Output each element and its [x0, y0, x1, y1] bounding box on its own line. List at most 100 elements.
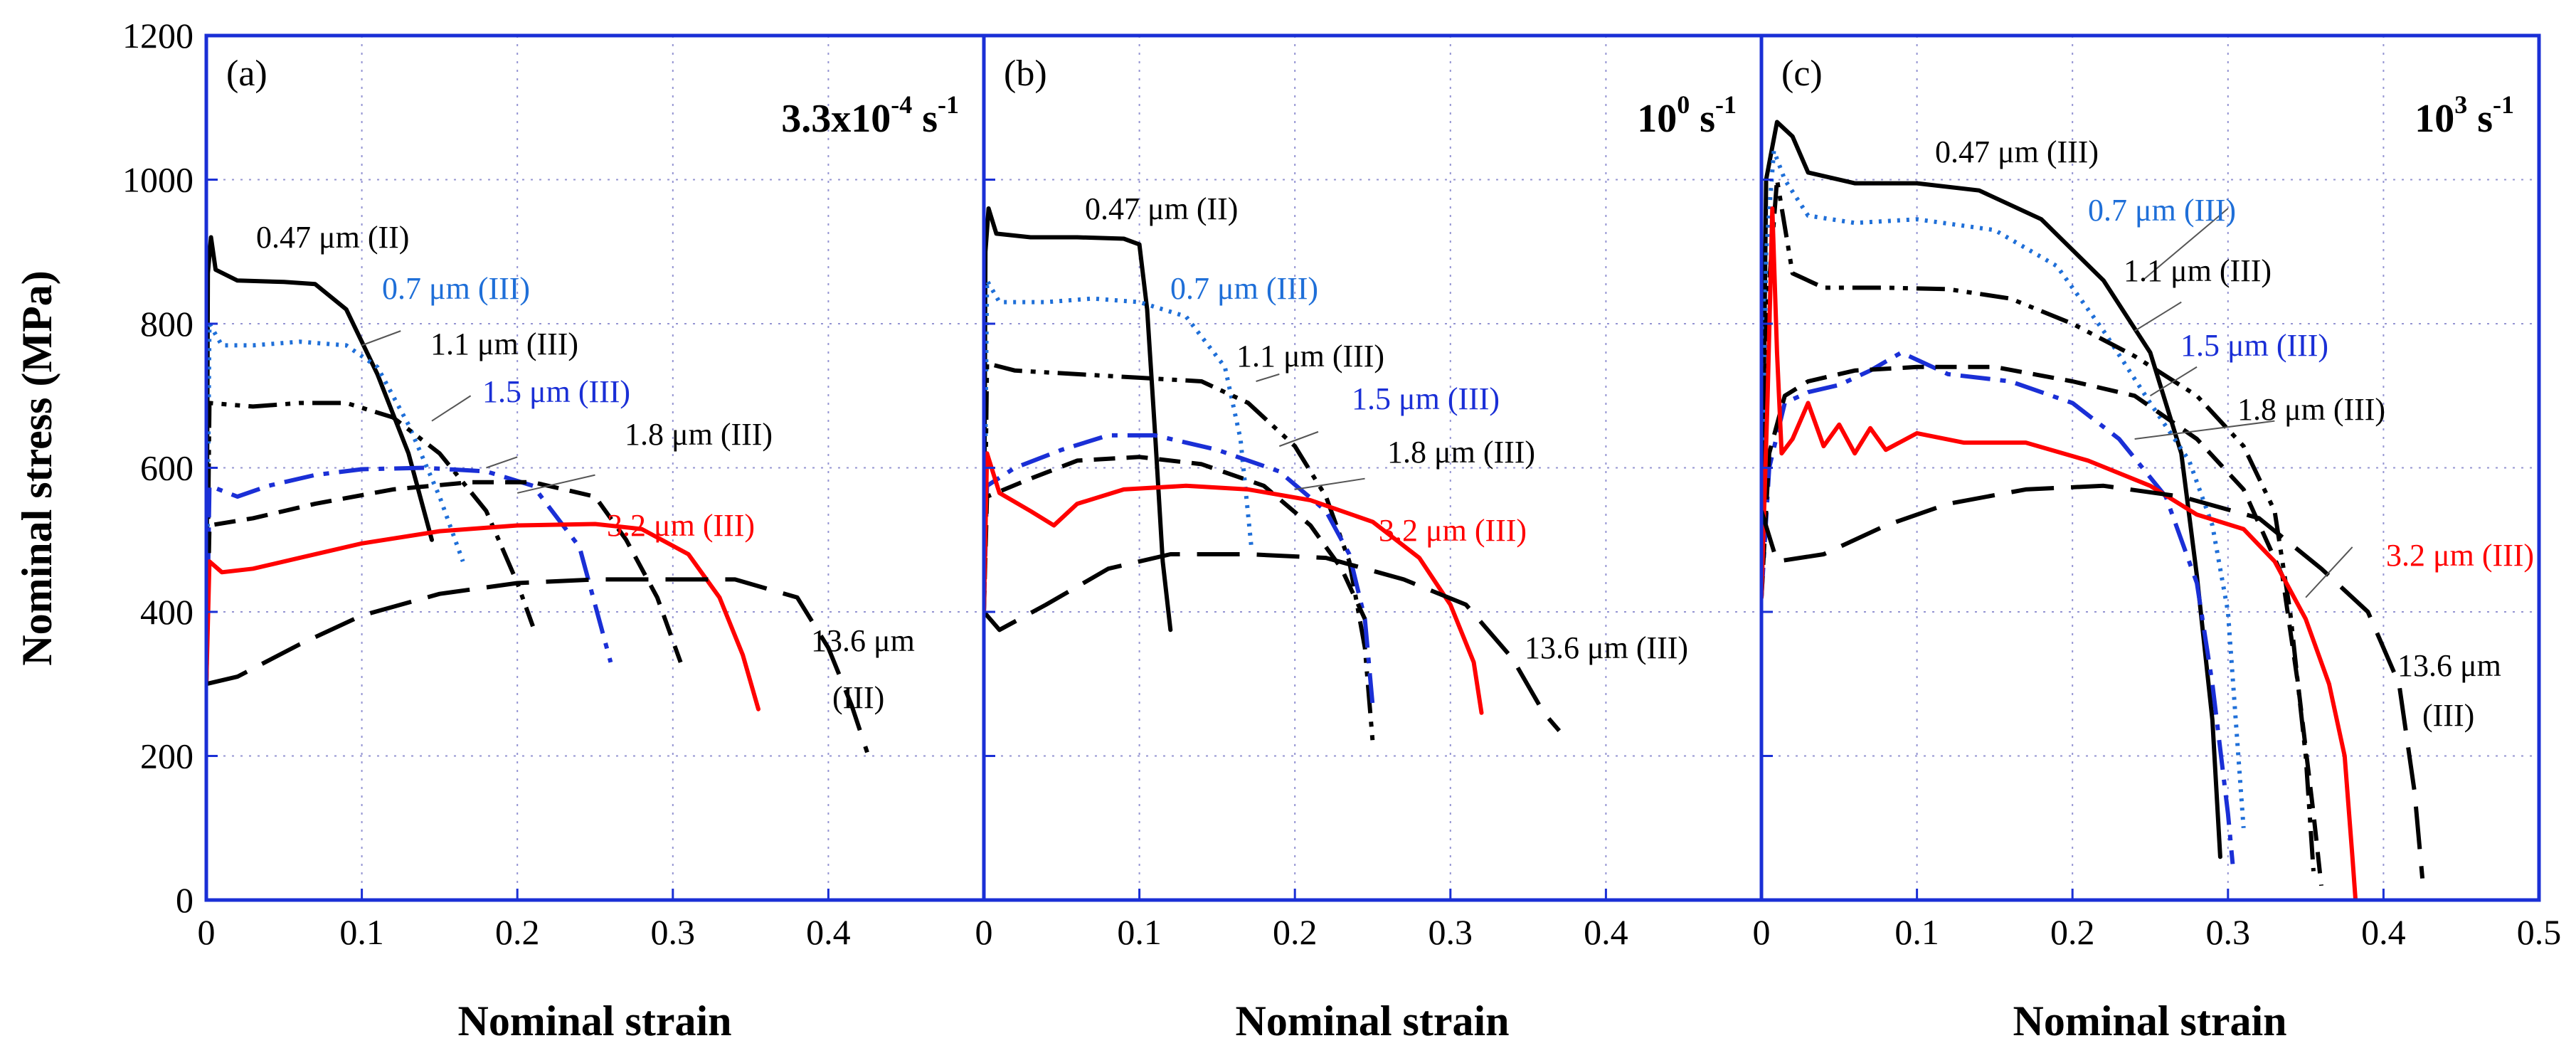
y-tick-label: 0	[176, 880, 194, 920]
rate-unit: s	[2467, 97, 2493, 141]
panel-b: 0 0.1 0.2 0.3 0.4 (b) 100 s-1 Nominal strain…	[975, 33, 1764, 1044]
panel-b-letter: (b)	[1004, 53, 1047, 94]
x-tick-label: 0.1	[1117, 912, 1162, 952]
x-tick-label: 0.2	[495, 912, 540, 952]
y-tick-label: 400	[140, 592, 194, 632]
series-label: (III)	[832, 680, 884, 715]
series-label: 13.6 μm	[811, 623, 915, 658]
series-label: 0.7 μm (III)	[382, 271, 530, 306]
series-label: 1.5 μm (III)	[482, 374, 630, 409]
panel-c-series	[1761, 120, 2425, 900]
panel-a-frame	[204, 33, 986, 902]
panel-b-strain-rate: 100 s-1	[1637, 90, 1737, 141]
series-label: 3.2 μm (III)	[1379, 513, 1527, 548]
x-tick-label: 0	[1753, 912, 1771, 952]
leader-line	[2305, 546, 2353, 598]
x-tick-label: 0.1	[1894, 912, 1939, 952]
rate-unit-exponent: -1	[938, 90, 959, 119]
rate-exponent: 0	[1677, 90, 1690, 119]
series-line	[1761, 177, 2316, 872]
rate-unit-exponent: -1	[1715, 90, 1737, 119]
x-tick-label: 0.4	[806, 912, 851, 952]
rate-base: 10	[1637, 97, 1677, 141]
series-line	[1761, 149, 2246, 829]
panel-c-strain-rate: 103 s-1	[2415, 90, 2514, 141]
panel-b-ticks: 0 0.1 0.2 0.3 0.4	[975, 34, 1628, 952]
panel-b-x-axis-title: Nominal strain	[1235, 998, 1509, 1044]
rate-exponent: 3	[2454, 90, 2467, 119]
leader-line	[361, 330, 401, 346]
leader-line	[1256, 373, 1280, 382]
series-line	[1761, 364, 2323, 887]
series-line	[1761, 120, 2222, 859]
series-line	[984, 552, 1562, 733]
y-tick-label: 1200	[122, 16, 194, 55]
series-label: 13.6 μm (III)	[1525, 630, 1688, 665]
x-tick-label: 0.3	[2206, 912, 2251, 952]
x-tick-label: 0.2	[2050, 912, 2095, 952]
panel-a-x-axis-title: Nominal strain	[457, 998, 731, 1044]
series-line	[206, 465, 613, 684]
series-label: 1.5 μm (III)	[2180, 328, 2328, 363]
panel-a-strain-rate: 3.3x10-4 s-1	[781, 90, 959, 141]
y-tick-label: 800	[140, 304, 194, 344]
series-label: 1.8 μm (III)	[2237, 392, 2385, 427]
x-tick-label: 0	[198, 912, 216, 952]
series-label: 0.47 μm (III)	[1935, 134, 2099, 169]
y-tick-label: 200	[140, 736, 194, 776]
panel-a-grid	[206, 36, 984, 900]
y-tick-label: 600	[140, 448, 194, 488]
series-line	[206, 235, 434, 687]
series-label: 1.1 μm (III)	[2124, 253, 2272, 288]
x-tick-label: 0.4	[2361, 912, 2406, 952]
leader-line	[1295, 477, 1365, 490]
leader-line	[516, 474, 595, 494]
panel-c-grid	[1761, 36, 2539, 900]
panel-c-ticks: 0 0.1 0.2 0.3 0.4 0.5	[1753, 34, 2562, 952]
panel-c-leader-lines	[2134, 208, 2353, 598]
series-label: 0.47 μm (II)	[256, 220, 409, 255]
leader-line	[2141, 208, 2229, 282]
series-label: (III)	[2422, 698, 2474, 733]
rate-base: 10	[2415, 97, 2454, 141]
panel-b-grid	[984, 36, 1761, 900]
x-tick-label: 0.2	[1273, 912, 1318, 952]
panel-a-series-labels: 0.47 μm (II) 0.7 μm (III) 1.1 μm (III) 1…	[256, 220, 915, 715]
series-line	[206, 322, 465, 684]
series-label: 1.5 μm (III)	[1352, 381, 1500, 416]
series-label: 0.7 μm (III)	[2088, 193, 2236, 228]
panel-c-series-labels: 0.47 μm (III) 0.7 μm (III) 1.1 μm (III) …	[1935, 134, 2534, 733]
panel-b-series	[984, 206, 1562, 742]
series-label: 0.47 μm (II)	[1085, 191, 1238, 226]
series-line	[1761, 206, 2358, 900]
x-tick-label: 0.3	[1429, 912, 1473, 952]
series-label: 1.1 μm (III)	[1236, 339, 1384, 374]
rate-unit: s	[912, 97, 938, 141]
panel-b-frame	[982, 33, 1764, 902]
leader-line	[431, 395, 472, 422]
rate-unit-exponent: -1	[2493, 90, 2514, 119]
series-label: 0.7 μm (III)	[1170, 271, 1318, 306]
panel-a: 0 0.1 0.2 0.3 0.4 0 200 400 600 800 1000 1200 (a) 3…	[122, 16, 986, 1044]
panel-a-letter: (a)	[226, 53, 267, 94]
series-line	[1761, 483, 2425, 879]
panel-c: 0 0.1 0.2 0.3 0.4 0.5 (c) 103 s-1 Nominal str…	[1753, 33, 2562, 1044]
series-label: 3.2 μm (III)	[607, 508, 755, 543]
series-label: 1.8 μm (III)	[1387, 435, 1535, 470]
leader-line	[1278, 430, 1319, 448]
series-line	[984, 451, 1484, 715]
series-label: 3.2 μm (III)	[2386, 538, 2534, 573]
rate-unit: s	[1690, 97, 1715, 141]
x-tick-label: 0.5	[2517, 912, 2562, 952]
rate-base: 3.3x10	[781, 97, 891, 141]
series-line	[984, 206, 1173, 633]
panel-c-letter: (c)	[1781, 53, 1823, 94]
leader-line	[486, 456, 518, 469]
series-line	[206, 577, 869, 753]
x-tick-label: 0.1	[339, 912, 384, 952]
panel-a-series	[206, 235, 869, 753]
panel-c-x-axis-title: Nominal strain	[2013, 998, 2286, 1044]
y-axis-title: Nominal stress (MPa)	[14, 270, 60, 665]
series-line	[984, 455, 1367, 620]
